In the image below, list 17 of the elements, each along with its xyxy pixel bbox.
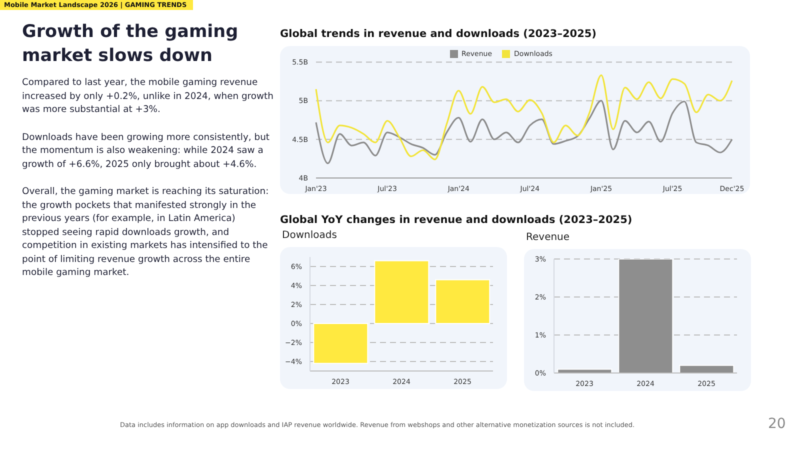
chart-title: Global trends in revenue and downloads (2023–2025) [280, 28, 598, 40]
bar [679, 364, 734, 373]
text: Downloads have been growing more consistently, but the momentum is also weakening: while 2024 saw a growth of +6.6%, 2025 only brought about +4.6%. [22, 130, 270, 171]
bar [374, 260, 430, 324]
chart-subtitle: Revenue [526, 232, 571, 243]
bar [618, 259, 674, 373]
text: Growth of the gaming market slows down [22, 21, 240, 68]
bar [313, 323, 368, 364]
bar [435, 279, 490, 324]
line-series [315, 74, 733, 160]
text: Overall, the gaming market is reaching its saturation: the growth pockets that manifested strongly in the previous years (for example, in Latin America) stopped seeing rapid downloads growth, and competition in existing markets has intensified to the point of limiting revenue growth across the entire mobile gaming market. [22, 185, 270, 280]
line-series [315, 100, 733, 164]
bar [557, 368, 612, 373]
text: Compared to last year, the mobile gaming revenue increased by only +0.2%, unlike in 2024, when growth was more substantial at +3%. [22, 76, 274, 116]
chart-subtitle: Downloads [282, 230, 337, 241]
chart-title: Global YoY changes in revenue and downloads (2023–2025) [280, 214, 632, 226]
text: 20 [768, 416, 786, 432]
